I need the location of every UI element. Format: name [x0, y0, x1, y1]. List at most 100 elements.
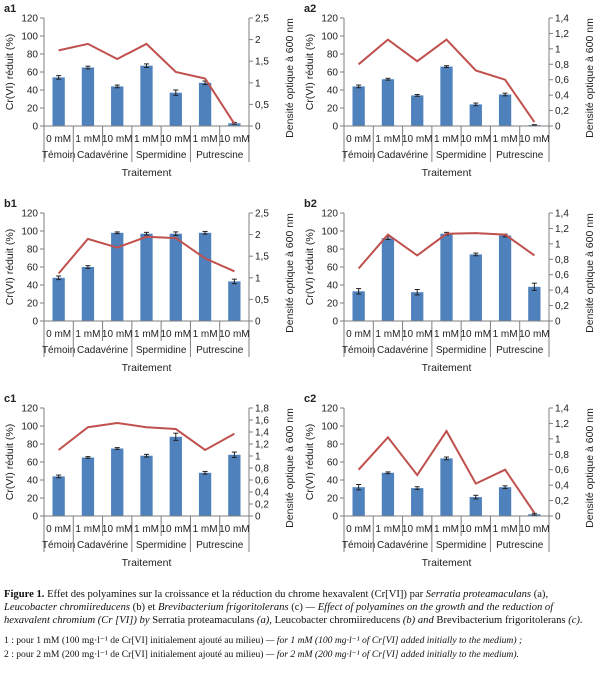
y2-tick-label: 1,5	[255, 252, 269, 263]
x-tick-label: 0 mM	[346, 524, 371, 535]
y2-tick-label: 0,6	[555, 75, 569, 86]
bar	[81, 267, 95, 321]
y2-tick-label: 0,8	[555, 450, 569, 461]
bar	[498, 235, 512, 321]
y-tick-label: 120	[321, 209, 338, 220]
y-tick-label: 20	[327, 494, 339, 505]
panel-label: c1	[4, 393, 16, 405]
y-tick-label: 80	[27, 440, 39, 451]
x-tick-label: 1 mM	[193, 134, 218, 145]
caption-note-1-fr: 1 : pour 1 mM (100 mg·l⁻¹ de Cr[VI] init…	[4, 634, 264, 646]
y2-tick-label: 1	[555, 44, 561, 55]
group-label: Spermidine	[136, 150, 187, 161]
y2-tick-label: 1	[555, 239, 561, 250]
panel-label: c2	[304, 393, 316, 405]
y2-tick-label: 0	[555, 317, 561, 328]
y-axis-title: Cr(VI) réduit (%)	[4, 229, 16, 305]
y2-tick-label: 0,4	[555, 481, 569, 492]
x-tick-label: 10 mM	[161, 134, 192, 145]
x-tick-label: 10 mM	[102, 329, 133, 340]
bar	[352, 487, 365, 516]
x-tick-label: 0 mM	[46, 134, 71, 145]
y-axis-title: Cr(VI) réduit (%)	[304, 229, 316, 305]
y-tick-label: 60	[327, 458, 339, 469]
y-tick-label: 40	[27, 476, 39, 487]
y2-tick-label: 1,2	[555, 419, 569, 430]
od-line	[57, 235, 235, 275]
bar	[352, 86, 365, 126]
chart-panel-b1: b1 0 20 40 60 80 100 120 0 0,5 1 1,5 2 2,5 Cr(VI) rédu…	[4, 198, 296, 374]
od-line	[58, 42, 236, 125]
x-tick-label: 10 mM	[461, 524, 492, 535]
x-tick-label: 0 mM	[346, 329, 371, 340]
y-axis-title: Cr(VI) réduit (%)	[304, 424, 316, 500]
bar	[411, 292, 424, 321]
group-label: Putrescine	[196, 150, 244, 161]
bar	[498, 487, 512, 516]
bar	[81, 457, 95, 516]
y2-axis-title: Densité optique à 600 nm	[284, 213, 296, 333]
bar	[52, 77, 65, 126]
y2-tick-label: 0,6	[555, 465, 569, 476]
group-label: Cadavérine	[377, 345, 429, 356]
bar	[411, 95, 424, 126]
caption-note-1: 1 : pour 1 mM (100 mg·l⁻¹ de Cr[VI] init…	[4, 634, 596, 647]
group-label: Cadavérine	[377, 540, 429, 551]
group-label: Témoin	[42, 540, 75, 551]
caption-note-1-en: — for 1 mM (100 mg·l⁻¹ of Cr[VI] added i…	[265, 634, 523, 646]
y-tick-label: 20	[327, 104, 339, 115]
x-tick-label: 10 mM	[519, 134, 550, 145]
y-tick-label: 120	[21, 404, 38, 415]
y-tick-label: 100	[321, 422, 338, 433]
group-label: Putrescine	[496, 540, 544, 551]
x-axis-title: Traitement	[122, 167, 172, 179]
bar	[440, 66, 453, 126]
x-tick-label: 1 mM	[75, 524, 100, 535]
group-label: Témoin	[342, 540, 375, 551]
caption-org-c: Brevibacterium frigoritolerans	[158, 602, 289, 614]
x-axis-title: Traitement	[422, 167, 472, 179]
x-tick-label: 1 mM	[375, 134, 400, 145]
x-tick-label: 1 mM	[134, 329, 159, 340]
group-label: Putrescine	[196, 540, 244, 551]
y2-axis-title: Densité optique à 600 nm	[584, 213, 596, 333]
y-tick-label: 0	[332, 317, 338, 328]
y2-tick-label: 0	[555, 512, 561, 523]
bar	[381, 238, 395, 321]
y2-tick-label: 0,8	[555, 255, 569, 266]
bar	[169, 436, 182, 516]
chart-panel-c2: c2 0 20 40 60 80 100 120 0 0,2 0,4 0,6 0,8 1 1,2 1,4 Cr(…	[304, 393, 596, 569]
caption-org-b: Leucobacter chromiireducens	[4, 602, 131, 614]
y2-tick-label: 1	[255, 273, 261, 284]
y-tick-label: 0	[32, 122, 38, 133]
y2-tick-label: 2	[255, 230, 261, 241]
caption-main: Figure 1. Effet des polyamines sur la cr…	[4, 589, 583, 627]
x-tick-label: 10 mM	[219, 134, 250, 145]
caption-note-2-fr: 2 : pour 2 mM (200 mg·l⁻¹ de Cr[VI] init…	[4, 648, 264, 660]
panel-label: b1	[4, 198, 17, 210]
caption-note-2-en: — for 2 mM (200 mg·l⁻¹ of Cr[VI] added i…	[265, 648, 519, 660]
y-tick-label: 100	[321, 32, 338, 43]
y-axis-title: Cr(VI) réduit (%)	[4, 34, 16, 110]
y-tick-label: 0	[32, 317, 38, 328]
bar	[352, 291, 365, 321]
x-tick-label: 10 mM	[402, 524, 433, 535]
y-tick-label: 40	[27, 86, 39, 97]
chart-panel-a2: a2 0 20 40 60 80 100 120 0 0,2 0,4 0,6 0,8 1 1,2 1,4 Cr(…	[304, 3, 596, 179]
caption-en-org-b: Leucobacter chromiireducens	[274, 615, 401, 627]
bar	[381, 472, 395, 516]
y2-tick-label: 2,5	[255, 14, 269, 25]
bar	[528, 286, 541, 321]
group-label: Spermidine	[136, 540, 187, 551]
x-axis-title: Traitement	[122, 362, 172, 374]
y-tick-label: 100	[321, 227, 338, 238]
y-tick-label: 60	[27, 263, 39, 274]
y2-tick-label: 1,2	[555, 224, 569, 235]
bar	[498, 94, 512, 126]
figure-caption: Figure 1. Effet des polyamines sur la cr…	[4, 588, 596, 661]
x-tick-label: 1 mM	[134, 134, 159, 145]
caption-en-and: and	[417, 615, 434, 627]
caption-fig-label: Figure 1.	[4, 589, 45, 600]
y2-tick-label: 1,4	[555, 209, 569, 220]
bar	[140, 65, 153, 126]
